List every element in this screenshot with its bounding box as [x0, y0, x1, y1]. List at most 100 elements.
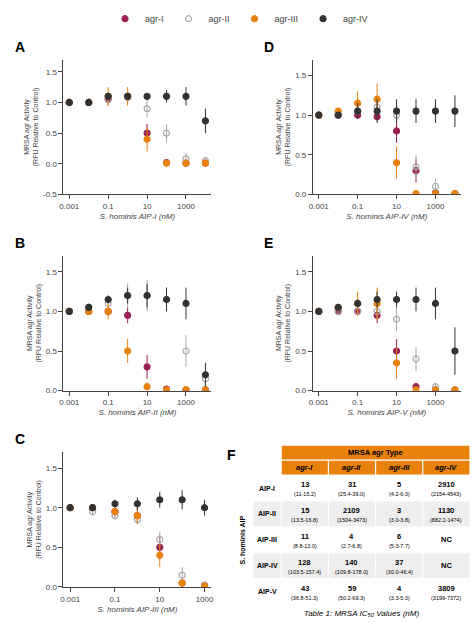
svg-text:(109.8-178.0): (109.8-178.0): [335, 569, 368, 575]
svg-text:1000: 1000: [177, 398, 195, 407]
svg-text:MRSA agr Activity(RFU Relative: MRSA agr Activity(RFU Relative to Contro…: [23, 88, 40, 167]
svg-text:0.1: 0.1: [103, 398, 115, 407]
svg-text:1000: 1000: [196, 595, 214, 604]
svg-text:0.0: 0.0: [46, 583, 58, 592]
svg-text:0.5: 0.5: [46, 129, 58, 138]
svg-text:0.001: 0.001: [309, 398, 330, 407]
svg-text:1.0: 1.0: [46, 98, 58, 107]
svg-text:0.5: 0.5: [46, 543, 58, 552]
svg-text:MRSA agr Activity(RFU Relative: MRSA agr Activity(RFU Relative to Contro…: [26, 284, 43, 363]
svg-text:11: 11: [301, 532, 309, 541]
svg-text:S. hominis AIP-III (nM): S. hominis AIP-III (nM): [97, 605, 178, 614]
svg-text:NC: NC: [441, 535, 452, 544]
svg-text:0.1: 0.1: [352, 398, 364, 407]
svg-text:(1504-3473): (1504-3473): [337, 517, 367, 523]
svg-text:0.0: 0.0: [295, 386, 307, 395]
svg-text:AIP-II: AIP-II: [258, 510, 276, 517]
svg-text:3: 3: [397, 506, 401, 515]
svg-text:A: A: [15, 39, 25, 55]
svg-text:agr-III: agr-III: [275, 14, 299, 24]
svg-text:agr-III: agr-III: [389, 463, 410, 472]
svg-text:13: 13: [301, 480, 309, 489]
svg-text:NC: NC: [441, 561, 452, 570]
svg-text:(8.8-13.0): (8.8-13.0): [293, 543, 317, 549]
svg-text:10: 10: [143, 202, 152, 211]
svg-text:1000: 1000: [427, 202, 445, 211]
svg-text:5: 5: [397, 480, 401, 489]
svg-text:S. hominis AIP-II (nM): S. hominis AIP-II (nM): [98, 408, 176, 417]
svg-text:(3199-7372): (3199-7372): [431, 595, 461, 601]
svg-text:0.5: 0.5: [295, 151, 307, 160]
svg-text:15: 15: [301, 506, 309, 515]
svg-text:(4.2-6.0): (4.2-6.0): [389, 491, 410, 497]
svg-text:agr-IV: agr-IV: [343, 14, 368, 24]
svg-text:0.0: 0.0: [295, 190, 307, 199]
svg-text:MRSA agr Activity(RFU Relative: MRSA agr Activity(RFU Relative to Contro…: [26, 480, 43, 559]
svg-text:37: 37: [395, 558, 403, 567]
svg-text:AIP-III: AIP-III: [257, 536, 277, 543]
svg-text:6: 6: [397, 532, 401, 541]
svg-text:MRSA agr Type: MRSA agr Type: [348, 448, 403, 457]
svg-text:0.1: 0.1: [103, 202, 115, 211]
svg-text:C: C: [15, 431, 25, 447]
svg-text:(25.4-39.0): (25.4-39.0): [338, 491, 365, 497]
svg-text:(5.3-7.7): (5.3-7.7): [389, 543, 410, 549]
svg-text:B: B: [15, 235, 25, 251]
svg-text:(50.2-69.3): (50.2-69.3): [338, 595, 365, 601]
svg-text:1.5: 1.5: [46, 464, 58, 473]
svg-text:0.1: 0.1: [109, 595, 121, 604]
svg-text:3809: 3809: [438, 584, 455, 593]
svg-text:1.0: 1.0: [46, 307, 58, 316]
svg-text:(36.8-51.3): (36.8-51.3): [291, 595, 318, 601]
svg-text:(2.7-6.8): (2.7-6.8): [341, 543, 362, 549]
svg-text:0.1: 0.1: [352, 202, 364, 211]
svg-text:S. hominis AIP: S. hominis AIP: [239, 515, 246, 564]
svg-text:AIP-I: AIP-I: [259, 485, 275, 492]
svg-text:MRSA agr Activity(RFU Relative: MRSA agr Activity(RFU Relative to Contro…: [275, 284, 292, 363]
svg-text:0.001: 0.001: [59, 202, 80, 211]
svg-text:(30.0-46.4): (30.0-46.4): [386, 569, 413, 575]
svg-text:1.5: 1.5: [46, 68, 58, 77]
svg-text:agr-I: agr-I: [296, 463, 313, 472]
svg-text:MRSA agr Activity(RFU Relative: MRSA agr Activity(RFU Relative to Contro…: [275, 88, 292, 167]
svg-text:(11-15.2): (11-15.2): [294, 491, 316, 497]
svg-text:2109: 2109: [343, 506, 360, 515]
svg-text:4: 4: [349, 532, 354, 541]
svg-text:43: 43: [301, 584, 309, 593]
svg-text:0.5: 0.5: [46, 347, 58, 356]
svg-text:agr-II: agr-II: [342, 463, 361, 472]
svg-text:0.001: 0.001: [309, 202, 330, 211]
svg-text:S. hominis AIP-IV (nM): S. hominis AIP-IV (nM): [346, 212, 427, 221]
svg-text:(3.0-3.8): (3.0-3.8): [389, 517, 410, 523]
svg-text:1.5: 1.5: [295, 71, 307, 80]
svg-text:0.001: 0.001: [59, 398, 80, 407]
svg-text:1.0: 1.0: [46, 504, 58, 513]
svg-text:2910: 2910: [438, 480, 455, 489]
svg-text:(103.5-157.4): (103.5-157.4): [288, 569, 321, 575]
svg-text:-0.5: -0.5: [43, 190, 57, 199]
svg-text:(13.5-16.8): (13.5-16.8): [291, 517, 318, 523]
svg-text:10: 10: [392, 202, 401, 211]
svg-text:(3.3-5.0): (3.3-5.0): [389, 595, 410, 601]
svg-text:1000: 1000: [177, 202, 195, 211]
svg-text:0.0: 0.0: [46, 386, 58, 395]
svg-text:59: 59: [348, 584, 356, 593]
svg-text:agr-IV: agr-IV: [435, 463, 457, 472]
svg-text:(2154-4543): (2154-4543): [431, 491, 461, 497]
svg-text:AIP-IV: AIP-IV: [257, 562, 278, 569]
svg-text:E: E: [264, 235, 273, 251]
svg-text:31: 31: [348, 480, 356, 489]
svg-text:S. hominis AIP-V (nM): S. hominis AIP-V (nM): [347, 408, 426, 417]
svg-text:140: 140: [345, 558, 358, 567]
svg-text:0.5: 0.5: [295, 347, 307, 356]
svg-text:0.0: 0.0: [46, 160, 58, 169]
svg-text:0.001: 0.001: [60, 595, 81, 604]
svg-text:D: D: [264, 39, 274, 55]
svg-text:1.5: 1.5: [295, 268, 307, 277]
svg-text:1000: 1000: [427, 398, 445, 407]
svg-text:1.0: 1.0: [295, 307, 307, 316]
svg-text:Table 1: MRSA IC₅₀ Values (nM): Table 1: MRSA IC₅₀ Values (nM): [304, 609, 419, 618]
svg-text:AIP-V: AIP-V: [258, 588, 277, 595]
svg-text:1.0: 1.0: [295, 111, 307, 120]
svg-text:agr-I: agr-I: [145, 14, 164, 24]
